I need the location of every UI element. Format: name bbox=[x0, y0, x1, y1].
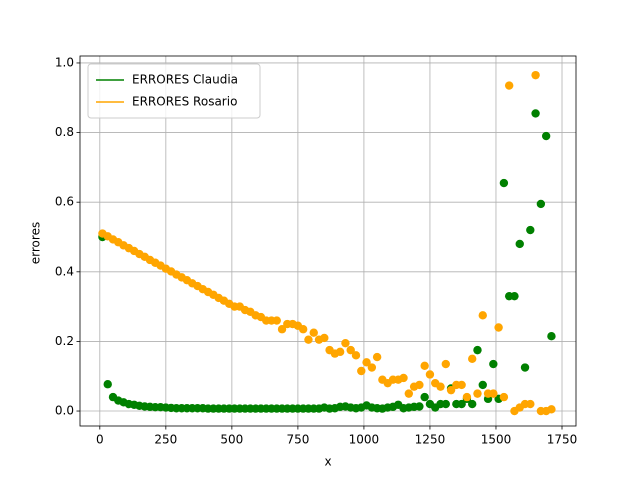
point bbox=[499, 178, 509, 188]
point bbox=[372, 352, 382, 362]
x-tick-label: 500 bbox=[220, 433, 243, 447]
legend-label: ERRORES Rosario bbox=[132, 95, 237, 109]
x-tick-label: 1750 bbox=[547, 433, 578, 447]
point bbox=[415, 380, 424, 390]
point bbox=[346, 345, 355, 355]
point bbox=[399, 373, 408, 383]
point bbox=[520, 363, 530, 372]
axes-frame bbox=[79, 55, 577, 427]
x-tick-label: 250 bbox=[154, 433, 177, 447]
point bbox=[441, 399, 450, 409]
point bbox=[504, 81, 514, 90]
point bbox=[547, 405, 556, 414]
point bbox=[103, 380, 112, 389]
legend-label: ERRORES Claudia bbox=[132, 73, 238, 87]
point bbox=[536, 199, 546, 209]
point bbox=[494, 323, 503, 332]
point bbox=[341, 338, 350, 348]
x-tick-label: 1000 bbox=[349, 433, 380, 447]
point bbox=[468, 354, 477, 364]
point bbox=[320, 333, 329, 343]
point bbox=[420, 392, 429, 402]
point bbox=[367, 363, 377, 372]
y-tick-label: 0.0 bbox=[55, 404, 74, 418]
point bbox=[478, 380, 487, 390]
x-tick-label: 750 bbox=[286, 433, 309, 447]
point bbox=[499, 392, 509, 402]
point bbox=[357, 366, 366, 376]
point bbox=[489, 359, 498, 369]
point bbox=[541, 131, 551, 141]
point bbox=[531, 70, 540, 80]
point bbox=[531, 109, 540, 118]
point bbox=[473, 389, 482, 398]
point bbox=[489, 389, 498, 398]
point bbox=[526, 399, 535, 409]
point bbox=[415, 402, 424, 411]
point bbox=[468, 399, 477, 409]
point bbox=[441, 359, 450, 369]
point bbox=[462, 392, 472, 402]
point bbox=[420, 361, 429, 370]
point bbox=[515, 239, 524, 249]
point bbox=[362, 358, 371, 367]
x-axis-label: x bbox=[324, 455, 331, 469]
point bbox=[298, 325, 308, 334]
point bbox=[309, 328, 318, 337]
x-tick-label: 1500 bbox=[481, 433, 512, 447]
point bbox=[335, 347, 345, 357]
point bbox=[446, 385, 456, 395]
x-tick-label: 0 bbox=[96, 433, 104, 447]
point bbox=[404, 389, 414, 398]
point bbox=[272, 316, 281, 325]
y-tick-label: 0.2 bbox=[55, 334, 74, 348]
y-axis-label: errores bbox=[29, 222, 43, 264]
point bbox=[277, 325, 287, 334]
point bbox=[425, 370, 435, 379]
point bbox=[457, 380, 466, 390]
y-tick-label: 0.8 bbox=[55, 125, 74, 139]
point bbox=[351, 351, 361, 360]
y-tick-label: 0.6 bbox=[55, 195, 74, 209]
point bbox=[478, 311, 487, 320]
point bbox=[436, 382, 445, 391]
point bbox=[457, 399, 466, 409]
y-tick-label: 1.0 bbox=[55, 55, 74, 69]
legend-box bbox=[87, 63, 261, 119]
point bbox=[526, 225, 535, 235]
y-tick-label: 0.4 bbox=[55, 264, 74, 278]
point bbox=[473, 345, 482, 355]
point bbox=[304, 335, 313, 344]
point bbox=[510, 291, 519, 301]
point bbox=[547, 331, 556, 341]
x-tick-label: 1250 bbox=[415, 433, 446, 447]
